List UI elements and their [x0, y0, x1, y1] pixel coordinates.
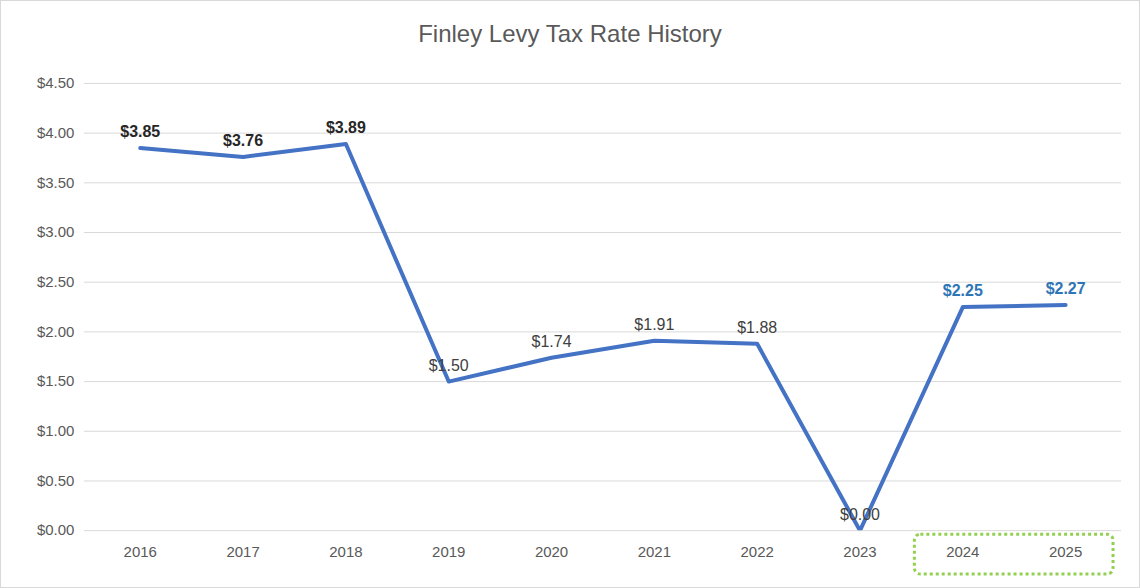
svg-text:$1.50: $1.50	[37, 372, 74, 389]
svg-text:$0.00: $0.00	[37, 521, 74, 538]
svg-text:$1.91: $1.91	[634, 316, 674, 333]
svg-text:$3.89: $3.89	[326, 119, 366, 136]
svg-text:$1.88: $1.88	[737, 319, 777, 336]
html-text:Finley Levy Tax Rate History: Finley Levy Tax Rate History	[418, 20, 722, 47]
svg-text:$3.76: $3.76	[223, 132, 263, 149]
svg-text:2018: 2018	[329, 543, 362, 560]
svg-text:$2.00: $2.00	[37, 323, 74, 340]
svg-text:$2.50: $2.50	[37, 273, 74, 290]
svg-text:2025: 2025	[1049, 543, 1082, 560]
svg-text:$1.00: $1.00	[37, 422, 74, 439]
svg-text:$4.50: $4.50	[37, 74, 74, 91]
svg-text:$2.25: $2.25	[943, 282, 983, 299]
svg-text:2019: 2019	[432, 543, 465, 560]
svg-text:$3.85: $3.85	[120, 123, 160, 140]
svg-text:2021: 2021	[638, 543, 671, 560]
svg-text:$1.74: $1.74	[532, 333, 572, 350]
svg-text:$0.00: $0.00	[840, 506, 880, 523]
svg-text:2020: 2020	[535, 543, 568, 560]
svg-text:$3.00: $3.00	[37, 223, 74, 240]
svg-text:2023: 2023	[843, 543, 876, 560]
svg-text:$2.27: $2.27	[1046, 280, 1086, 297]
svg-text:2016: 2016	[124, 543, 157, 560]
svg-text:$3.50: $3.50	[37, 174, 74, 191]
svg-text:2017: 2017	[226, 543, 259, 560]
svg-text:2022: 2022	[741, 543, 774, 560]
svg-text:$0.50: $0.50	[37, 472, 74, 489]
svg-text:$1.50: $1.50	[429, 357, 469, 374]
svg-text:$4.00: $4.00	[37, 124, 74, 141]
svg-text:2024: 2024	[946, 543, 979, 560]
